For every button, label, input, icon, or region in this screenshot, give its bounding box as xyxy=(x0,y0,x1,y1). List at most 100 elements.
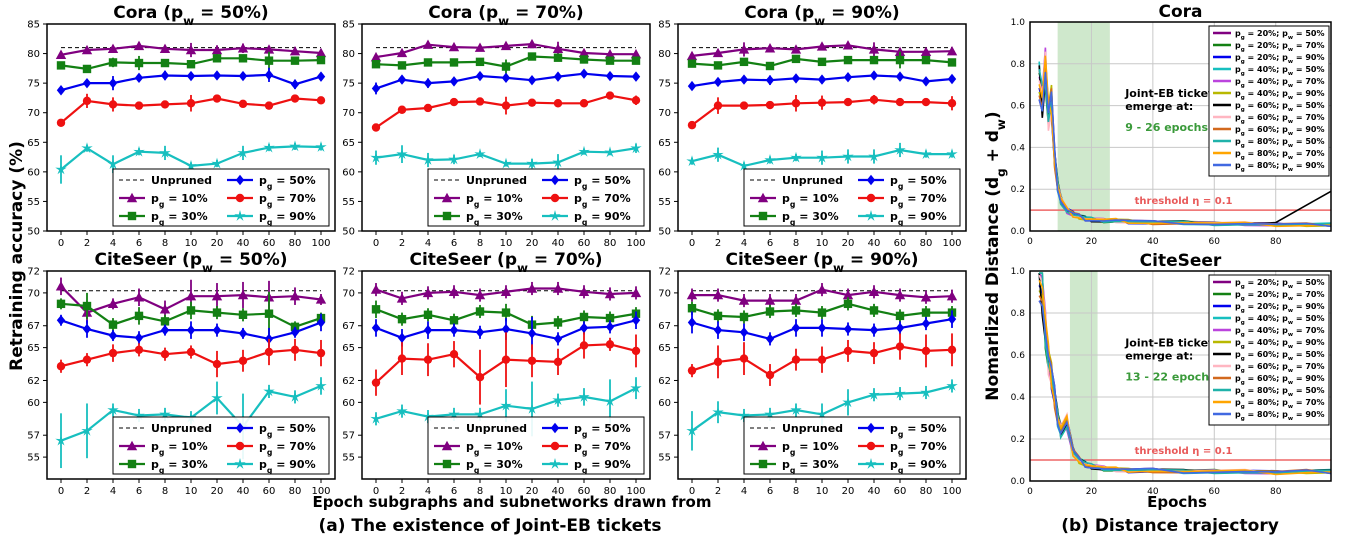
plot-frame xyxy=(1029,21,1332,232)
data-point xyxy=(55,163,67,175)
x-tick-label: 2 xyxy=(399,238,405,249)
data-point xyxy=(630,48,642,59)
data-point xyxy=(791,306,801,315)
data-point xyxy=(895,55,905,65)
legend-label: pg = 80%; pw = 90% xyxy=(1235,410,1324,422)
data-point xyxy=(553,53,563,62)
y-tick-label: 80 xyxy=(27,49,40,60)
data-point xyxy=(630,287,642,298)
data-point xyxy=(791,73,801,84)
joint-eb-epochs: 13 - 22 epochs xyxy=(1125,371,1216,384)
series-pg-50 xyxy=(687,310,957,346)
data-point xyxy=(107,158,119,169)
data-point xyxy=(921,97,931,107)
data-point xyxy=(237,146,249,158)
series-pg-10 xyxy=(370,38,642,62)
legend-label: pg = 40%; pw = 90% xyxy=(1235,338,1324,350)
data-point xyxy=(212,308,222,317)
data-point xyxy=(370,412,382,424)
y-tick-label: 55 xyxy=(658,453,671,464)
series-pg-10 xyxy=(55,40,327,59)
data-point xyxy=(186,306,196,315)
data-point xyxy=(764,408,776,420)
distance-curve xyxy=(1038,300,1332,475)
x-tick-label: 8 xyxy=(477,486,483,497)
data-point xyxy=(765,100,775,110)
data-point xyxy=(816,151,828,163)
x-tick-label: 8 xyxy=(162,238,168,249)
data-point xyxy=(81,142,93,154)
data-point xyxy=(817,98,827,107)
y-tick-label: 57 xyxy=(342,431,355,442)
data-point xyxy=(738,409,750,421)
data-point xyxy=(289,140,301,152)
data-point xyxy=(160,324,170,336)
data-point xyxy=(186,60,196,69)
legend-label: pg = 80%; pw = 70% xyxy=(1235,398,1324,410)
legend-label: pg = 80%; pw = 90% xyxy=(1235,161,1324,173)
data-point xyxy=(82,77,92,89)
y-tick-label: 65 xyxy=(658,138,671,149)
data-point xyxy=(500,286,512,296)
threshold-label: threshold η = 0.1 xyxy=(1135,196,1233,207)
legend-label: pg = 10% xyxy=(782,192,839,209)
data-point xyxy=(791,54,801,64)
legend-label: pg = 20%; pw = 70% xyxy=(1235,290,1324,302)
x-tick-label: 0 xyxy=(373,486,379,497)
data-point xyxy=(211,157,223,169)
legend-marker xyxy=(866,174,876,186)
data-point xyxy=(159,408,171,420)
data-point xyxy=(843,323,853,335)
x-tick-label: 20 xyxy=(211,486,224,497)
data-point xyxy=(604,395,616,407)
data-point xyxy=(868,388,880,400)
x-tick-label: 2 xyxy=(715,486,721,497)
data-point xyxy=(790,151,802,163)
x-tick-label: 60 xyxy=(263,486,276,497)
data-point xyxy=(396,405,408,416)
data-point xyxy=(237,289,249,300)
legend-marker xyxy=(235,174,245,186)
y-tick-label: 0.8 xyxy=(1011,309,1026,319)
legend: pg = 20%; pw = 50%pg = 20%; pw = 70%pg =… xyxy=(1208,274,1330,426)
subplot-title: CiteSeer (pw = 90%) xyxy=(725,250,918,275)
data-point xyxy=(134,101,144,110)
data-point xyxy=(868,150,880,162)
legend-label: pg = 30% xyxy=(151,210,208,227)
legend-marker xyxy=(234,210,246,221)
data-point xyxy=(316,71,326,82)
legend-box xyxy=(1208,25,1330,177)
legend-label: pg = 90% xyxy=(574,210,631,227)
x-tick-label: 6 xyxy=(451,238,457,249)
data-point xyxy=(82,323,92,335)
data-point xyxy=(423,103,433,113)
data-point xyxy=(921,346,931,356)
data-point xyxy=(712,148,724,160)
x-tick-label: 60 xyxy=(578,486,591,497)
legend-label: pg = 70% xyxy=(259,440,316,457)
x-tick-label: 100 xyxy=(311,486,330,497)
y-tick-label: 75 xyxy=(342,79,355,90)
x-tick-label: 80 xyxy=(1270,237,1282,247)
x-tick-label: 40 xyxy=(868,486,881,497)
y-tick-label: 0.0 xyxy=(1011,477,1026,487)
legend-marker xyxy=(758,459,768,469)
data-point xyxy=(765,370,775,380)
y-tick-label: 70 xyxy=(27,108,40,119)
x-tick-label: 4 xyxy=(741,238,747,249)
x-tick-label: 20 xyxy=(526,486,539,497)
y-tick-label: 70 xyxy=(658,288,671,299)
data-point xyxy=(211,44,223,55)
legend-label: pg = 70% xyxy=(890,192,947,209)
data-point xyxy=(605,340,615,349)
x-tick-label: 6 xyxy=(767,486,773,497)
legend-label: Unpruned xyxy=(782,174,843,187)
legend-marker xyxy=(865,458,877,469)
data-point xyxy=(687,120,697,130)
legend-label: Unpruned xyxy=(782,422,843,435)
x-tick-label: 4 xyxy=(110,238,116,249)
accuracy-subplot-cora-90: Cora (pw = 90%) 50 55 60 65 70 75 80 85 0 2 4 6 8 10 20… xyxy=(658,3,967,249)
y-tick-label: 55 xyxy=(342,453,355,464)
legend-label: pg = 30% xyxy=(466,210,523,227)
data-point xyxy=(238,328,248,339)
